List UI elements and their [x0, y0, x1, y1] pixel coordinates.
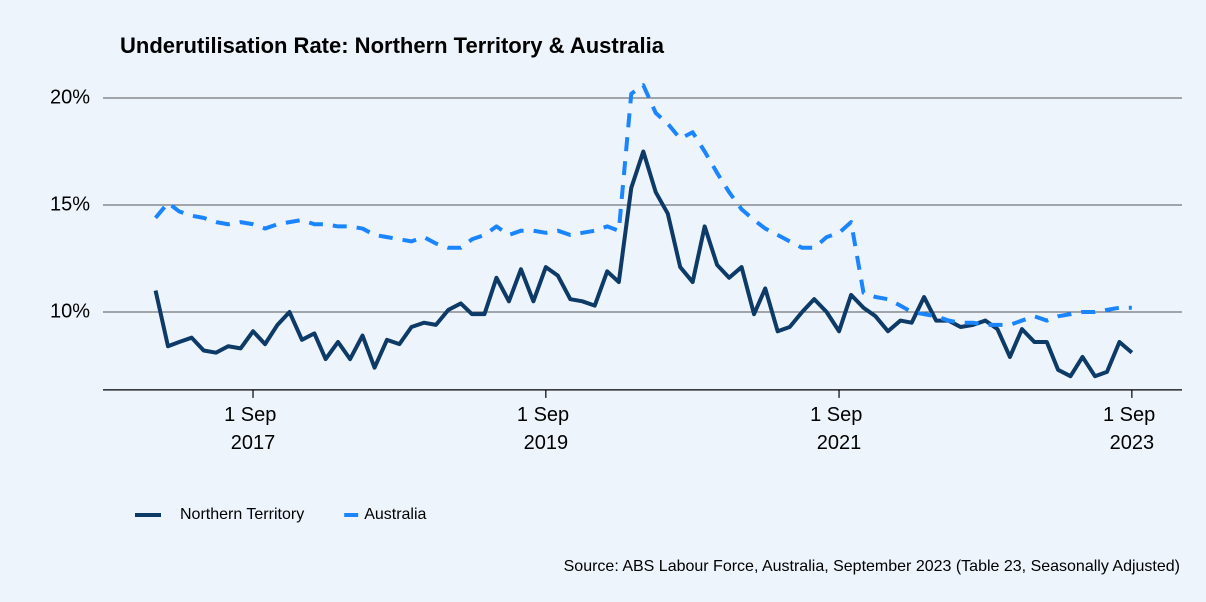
x-tick-label-line: 1 Sep [810, 404, 868, 426]
x-tick-label-line: 2023 [1110, 432, 1155, 454]
legend-label: Australia [364, 506, 426, 523]
x-tick-label-line: 2019 [524, 432, 569, 454]
series-line [153, 149, 1134, 379]
source-note: Source: ABS Labour Force, Australia, Sep… [564, 558, 1180, 575]
x-tick-label-line: 2021 [817, 432, 862, 454]
x-tick-label: 1 Sep 2023 [1103, 404, 1161, 454]
x-tick-label-line: 1 Sep [1103, 404, 1161, 426]
series-line [154, 83, 1132, 327]
legend-label: Northern Territory [180, 506, 304, 523]
chart-title: Underutilisation Rate: Northern Territor… [120, 33, 665, 58]
y-tick-label: 15% [50, 193, 90, 215]
x-tick-label-line: 1 Sep [224, 404, 282, 426]
x-tick-label: 1 Sep 2021 [810, 404, 868, 454]
y-tick-label: 20% [50, 86, 90, 108]
x-tick-label: 1 Sep 2019 [517, 404, 575, 454]
y-tick-label: 10% [50, 300, 90, 322]
x-tick-label: 1 Sep 2017 [224, 404, 282, 454]
x-tick-label-line: 2017 [231, 432, 276, 454]
x-tick-label-line: 1 Sep [517, 404, 575, 426]
